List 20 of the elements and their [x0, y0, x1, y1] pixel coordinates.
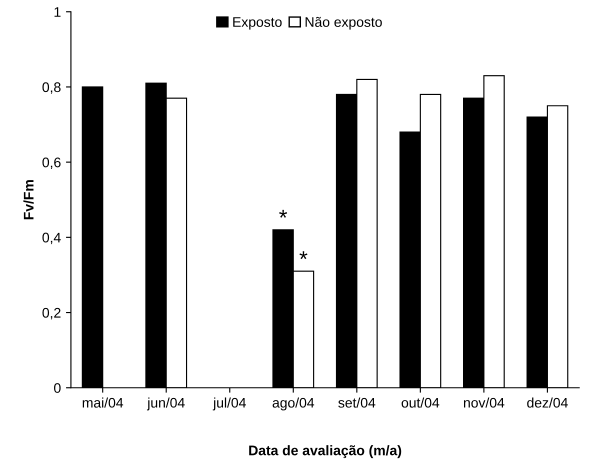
y-tick-label: 1: [54, 7, 61, 17]
x-tick-label: jul/04: [212, 397, 246, 410]
annotation: *: [279, 210, 288, 218]
x-tick-label: jun/04: [146, 397, 185, 410]
x-tick-label: mai/04: [82, 397, 124, 408]
legend-label: Exposto: [233, 17, 282, 30]
y-tick-label: 0,6: [42, 157, 61, 169]
x-tick-label: nov/04: [464, 397, 504, 408]
y-tick-label: 0: [54, 383, 61, 393]
annotation: *: [299, 251, 308, 260]
x-tick-label: ago/04: [272, 397, 314, 410]
y-tick-label: 0,4: [42, 232, 61, 244]
y-axis-title: Fv/Fm: [23, 180, 34, 220]
x-tick-label: set/04: [338, 397, 376, 408]
y-tick-label: 0,8: [42, 82, 61, 94]
legend-label: Não exposto: [306, 16, 382, 30]
x-axis-title: Data de avaliação (m/a): [249, 445, 402, 458]
x-tick-label: dez/04: [527, 397, 568, 408]
y-tick-label: 0,2: [42, 308, 60, 320]
x-tick-label: out/04: [402, 397, 440, 408]
